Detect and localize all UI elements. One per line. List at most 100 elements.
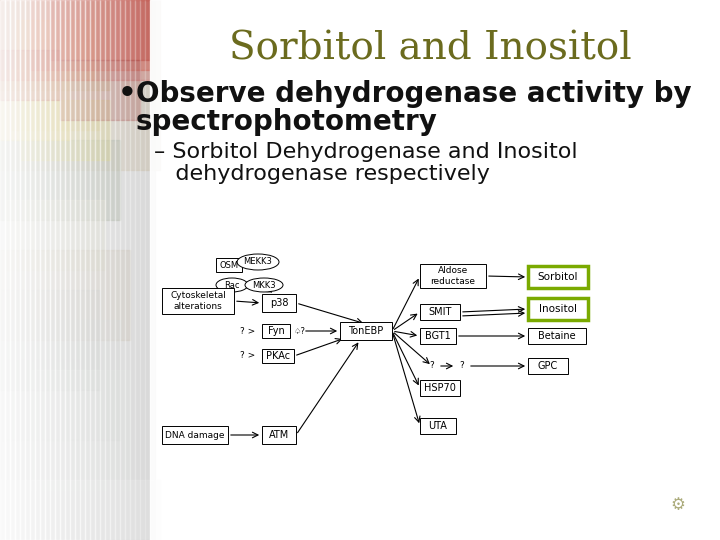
FancyBboxPatch shape <box>420 418 456 434</box>
FancyBboxPatch shape <box>216 258 242 272</box>
Bar <box>65 0 70 540</box>
Bar <box>85 0 90 540</box>
Text: dehydrogenase respectively: dehydrogenase respectively <box>154 164 490 184</box>
Bar <box>20 100 110 160</box>
Bar <box>45 0 50 540</box>
Bar <box>0 0 5 540</box>
Text: ATM: ATM <box>269 430 289 440</box>
Bar <box>0 0 150 80</box>
Ellipse shape <box>237 254 279 270</box>
Text: Betaine: Betaine <box>538 331 576 341</box>
Bar <box>120 0 125 540</box>
Bar <box>0 290 100 390</box>
Text: Observe dehydrogenase activity by: Observe dehydrogenase activity by <box>136 80 692 108</box>
Text: PKAc: PKAc <box>266 351 290 361</box>
Bar <box>60 60 140 120</box>
Text: Sorbitol and Inositol: Sorbitol and Inositol <box>229 30 631 67</box>
Text: UTA: UTA <box>428 421 447 431</box>
Text: Aldose
reductase: Aldose reductase <box>431 266 475 286</box>
FancyBboxPatch shape <box>420 304 460 320</box>
Bar <box>50 0 150 60</box>
Bar <box>75 0 80 540</box>
Bar <box>55 0 60 540</box>
Bar <box>105 0 110 540</box>
Text: spectrophotometry: spectrophotometry <box>136 108 438 136</box>
Bar <box>110 0 115 540</box>
FancyBboxPatch shape <box>420 328 456 344</box>
Text: Rac: Rac <box>224 280 240 289</box>
Bar <box>130 0 135 540</box>
FancyBboxPatch shape <box>262 349 294 363</box>
Text: MEKK3: MEKK3 <box>243 258 272 267</box>
Bar <box>25 0 30 540</box>
Bar <box>5 0 10 540</box>
Bar <box>115 0 120 540</box>
Bar <box>0 360 80 540</box>
FancyBboxPatch shape <box>262 426 296 444</box>
Text: SMIT: SMIT <box>428 307 451 317</box>
Bar <box>30 0 150 70</box>
Text: ⚙: ⚙ <box>670 496 685 514</box>
Bar <box>15 20 95 80</box>
Bar <box>135 0 140 540</box>
FancyBboxPatch shape <box>420 380 460 396</box>
Bar <box>0 70 70 140</box>
Bar <box>0 320 120 440</box>
Text: ♤?: ♤? <box>294 327 306 335</box>
Bar <box>30 0 35 540</box>
Text: Inositol: Inositol <box>539 304 577 314</box>
Text: BGT1: BGT1 <box>425 331 451 341</box>
Text: ?: ? <box>430 361 434 370</box>
Text: •: • <box>118 80 137 108</box>
FancyBboxPatch shape <box>528 298 588 320</box>
Text: OSM: OSM <box>220 260 238 269</box>
Bar <box>15 0 20 540</box>
Bar <box>0 480 160 540</box>
Bar <box>40 0 45 540</box>
Bar <box>30 370 130 490</box>
Bar <box>10 40 100 130</box>
FancyBboxPatch shape <box>528 328 586 344</box>
Text: ?: ? <box>459 361 464 370</box>
FancyBboxPatch shape <box>162 426 228 444</box>
Bar <box>35 0 40 540</box>
Bar <box>80 0 85 540</box>
Text: Fyn: Fyn <box>268 326 284 336</box>
Bar <box>95 0 100 540</box>
Bar <box>100 0 105 540</box>
FancyBboxPatch shape <box>528 358 568 374</box>
FancyBboxPatch shape <box>262 324 290 338</box>
Text: GPC: GPC <box>538 361 558 371</box>
Text: MKK3: MKK3 <box>252 280 276 289</box>
Bar <box>10 0 15 540</box>
FancyBboxPatch shape <box>162 288 234 314</box>
Text: DNA damage: DNA damage <box>166 430 225 440</box>
Bar <box>145 0 150 540</box>
Bar <box>0 250 130 340</box>
FancyBboxPatch shape <box>528 266 588 288</box>
Bar <box>60 0 65 540</box>
Text: p38: p38 <box>270 298 288 308</box>
FancyBboxPatch shape <box>420 264 486 288</box>
Bar <box>125 0 130 540</box>
FancyBboxPatch shape <box>262 294 296 312</box>
Bar <box>5 200 105 270</box>
Text: ? >: ? > <box>240 327 256 335</box>
Bar <box>90 0 95 540</box>
Bar <box>20 0 25 540</box>
Bar <box>50 0 55 540</box>
Text: Cytoskeletal
alterations: Cytoskeletal alterations <box>170 291 226 310</box>
Ellipse shape <box>216 278 248 292</box>
Text: ? >: ? > <box>240 352 256 361</box>
Bar <box>0 140 120 220</box>
Bar <box>70 0 75 540</box>
Bar <box>140 0 145 540</box>
FancyBboxPatch shape <box>340 322 392 340</box>
Text: HSP70: HSP70 <box>424 383 456 393</box>
Text: – Sorbitol Dehydrogenase and Inositol: – Sorbitol Dehydrogenase and Inositol <box>154 142 577 162</box>
Text: TonEBP: TonEBP <box>348 326 384 336</box>
Ellipse shape <box>245 278 283 292</box>
Bar <box>0 0 110 90</box>
Bar <box>150 0 720 540</box>
Bar <box>0 50 60 100</box>
